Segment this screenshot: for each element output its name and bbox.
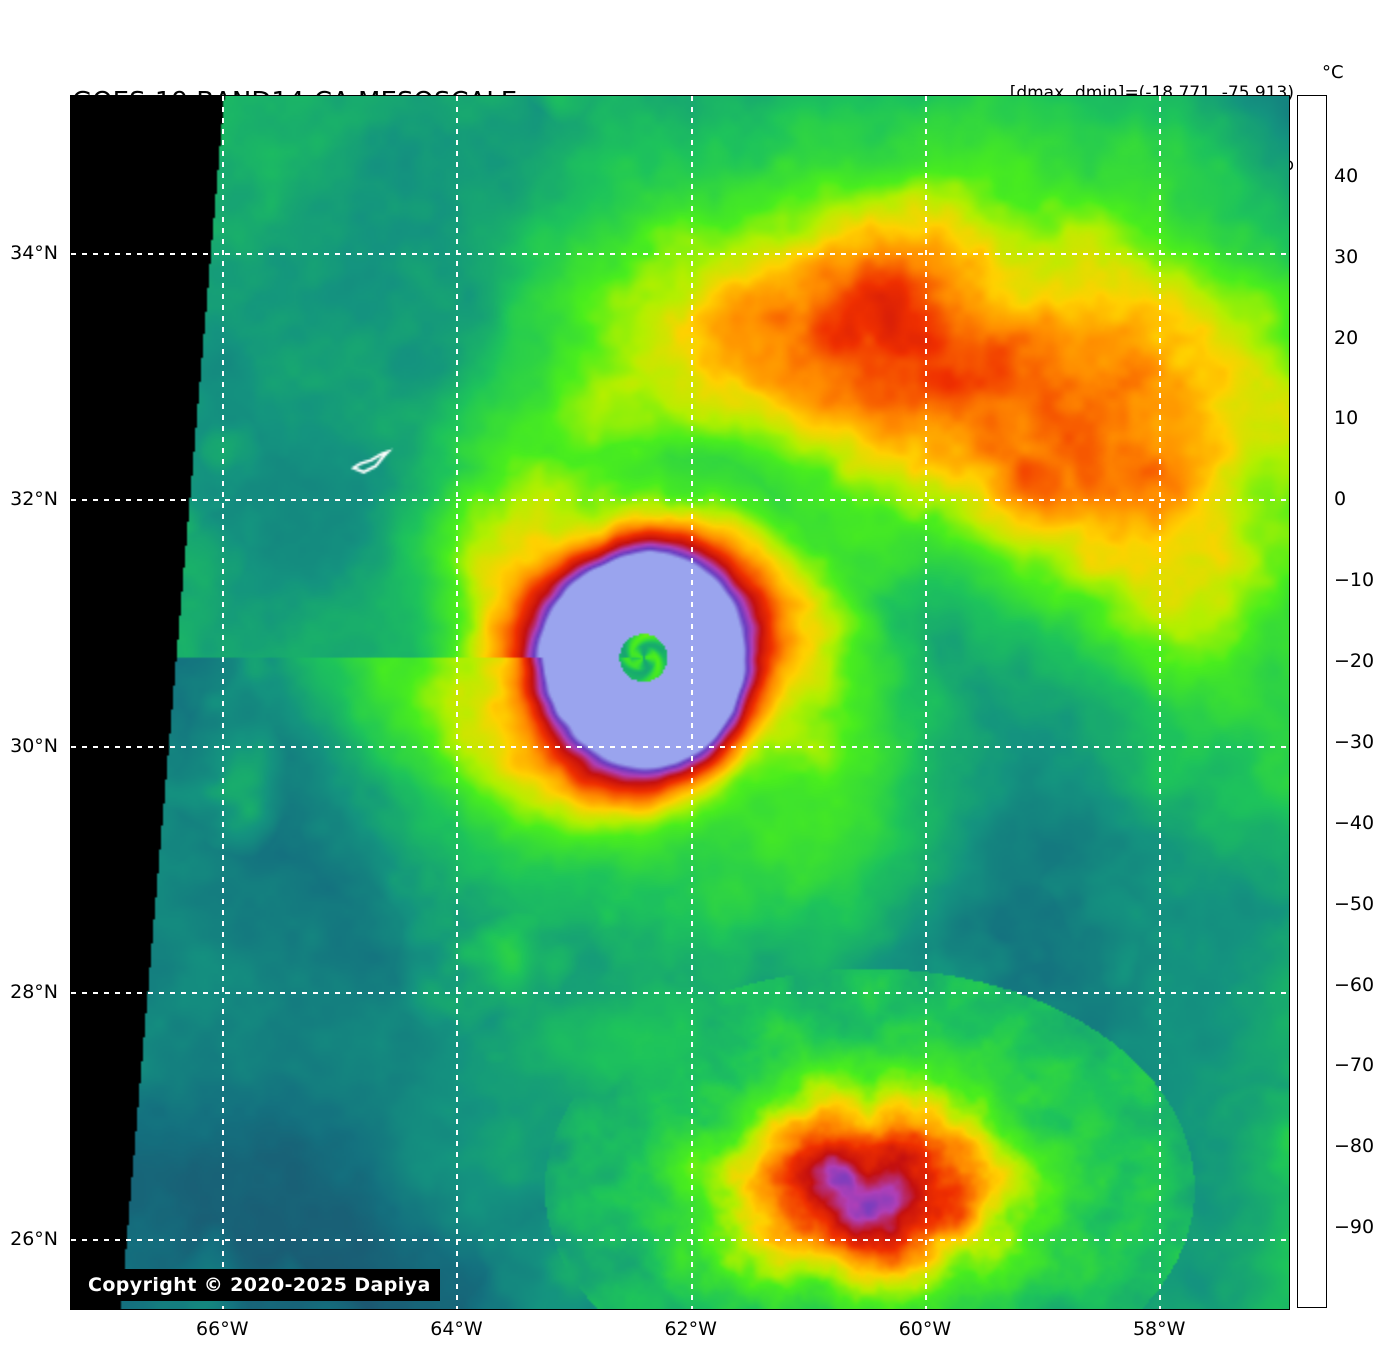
satellite-image-plot[interactable]: Copyright © 2020-2025 Dapiya: [70, 95, 1290, 1310]
colorbar-tick-label: 20: [1334, 326, 1359, 349]
colorbar-tick-label: −30: [1334, 730, 1375, 753]
copyright-label: Copyright © 2020-2025 Dapiya: [79, 1269, 440, 1301]
longitude-tick-label: 66°W: [196, 1318, 249, 1340]
colorbar-unit-label: °C: [1322, 62, 1344, 83]
colorbar-tick-label: −40: [1334, 811, 1375, 834]
longitude-tick-label: 60°W: [898, 1318, 952, 1340]
longitude-tick-label: 58°W: [1132, 1318, 1186, 1340]
colorbar-tick-label: −20: [1334, 650, 1375, 673]
latitude-tick-label: 32°N: [10, 488, 58, 511]
longitude-tick-label: 64°W: [430, 1318, 483, 1340]
colorbar-gradient: [1298, 96, 1326, 1307]
latitude-tick-label: 34°N: [10, 241, 58, 264]
colorbar-tick-label: −90: [1334, 1216, 1375, 1239]
colorbar-tick-label: −70: [1334, 1054, 1375, 1077]
colorbar-tick-label: −10: [1334, 569, 1375, 592]
colorbar-tick-label: −50: [1334, 892, 1375, 915]
latitude-tick-label: 26°N: [10, 1227, 58, 1250]
colorbar-tick-label: 40: [1334, 164, 1359, 187]
colorbar-tick-label: −60: [1334, 973, 1375, 996]
colorbar-tick-label: 0: [1334, 488, 1347, 511]
latitude-tick-label: 30°N: [10, 734, 58, 757]
colorbar-tick-label: 10: [1334, 407, 1359, 430]
colorbar-tick-label: −80: [1334, 1135, 1375, 1158]
satellite-imagery-canvas: [71, 96, 1289, 1309]
longitude-tick-label: 62°W: [664, 1318, 717, 1340]
latitude-tick-label: 28°N: [10, 981, 58, 1004]
temperature-colorbar[interactable]: [1297, 95, 1327, 1308]
colorbar-tick-label: 30: [1334, 245, 1359, 268]
